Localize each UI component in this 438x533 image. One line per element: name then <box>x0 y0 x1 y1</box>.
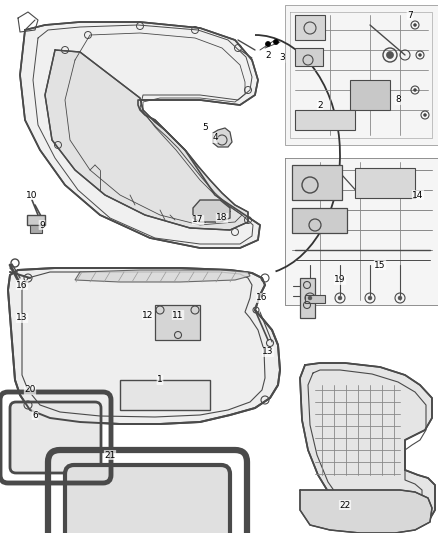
Polygon shape <box>193 200 230 222</box>
Circle shape <box>368 296 372 300</box>
Circle shape <box>413 88 417 92</box>
Circle shape <box>265 42 271 46</box>
Text: 3: 3 <box>279 53 285 62</box>
Polygon shape <box>285 158 438 305</box>
Circle shape <box>413 23 417 27</box>
Text: 19: 19 <box>334 276 346 285</box>
Text: 13: 13 <box>16 313 28 322</box>
Polygon shape <box>285 5 438 145</box>
Bar <box>295 15 325 40</box>
Polygon shape <box>300 490 432 533</box>
Text: 9: 9 <box>39 221 45 230</box>
Circle shape <box>424 114 427 117</box>
Bar <box>295 110 355 130</box>
Text: 6: 6 <box>32 410 38 419</box>
Text: 2: 2 <box>265 51 271 60</box>
Text: 15: 15 <box>374 261 386 270</box>
Text: 4: 4 <box>212 133 218 142</box>
Bar <box>355 168 415 198</box>
Bar <box>120 380 210 410</box>
Polygon shape <box>213 128 232 147</box>
Circle shape <box>338 296 342 300</box>
Polygon shape <box>45 50 248 230</box>
FancyBboxPatch shape <box>10 402 101 473</box>
Text: 5: 5 <box>202 124 208 133</box>
Circle shape <box>308 296 312 300</box>
Text: 7: 7 <box>407 11 413 20</box>
Text: 8: 8 <box>395 95 401 104</box>
Circle shape <box>398 296 402 300</box>
Circle shape <box>418 53 421 56</box>
Text: 2: 2 <box>317 101 323 109</box>
Text: 14: 14 <box>412 190 424 199</box>
Circle shape <box>273 39 279 44</box>
Text: 17: 17 <box>192 215 204 224</box>
Polygon shape <box>300 363 435 530</box>
Text: 16: 16 <box>16 280 28 289</box>
Text: 11: 11 <box>172 311 184 319</box>
Bar <box>305 295 325 303</box>
Text: 13: 13 <box>262 348 274 357</box>
Text: 22: 22 <box>339 500 351 510</box>
Text: 16: 16 <box>256 294 268 303</box>
Text: 12: 12 <box>142 311 154 319</box>
Bar <box>300 278 315 318</box>
Bar <box>295 48 323 66</box>
Text: 10: 10 <box>26 190 38 199</box>
Bar <box>292 165 342 200</box>
Polygon shape <box>8 268 280 424</box>
Polygon shape <box>20 22 260 248</box>
Polygon shape <box>75 270 250 282</box>
Text: 20: 20 <box>25 385 35 394</box>
Bar <box>292 208 347 233</box>
Text: 1: 1 <box>157 376 163 384</box>
Text: 21: 21 <box>104 450 116 459</box>
Bar <box>27 215 45 225</box>
FancyBboxPatch shape <box>65 465 230 533</box>
Circle shape <box>386 52 393 59</box>
Bar <box>350 80 390 110</box>
Bar <box>30 225 42 233</box>
Bar <box>155 305 200 340</box>
Text: 18: 18 <box>216 214 228 222</box>
